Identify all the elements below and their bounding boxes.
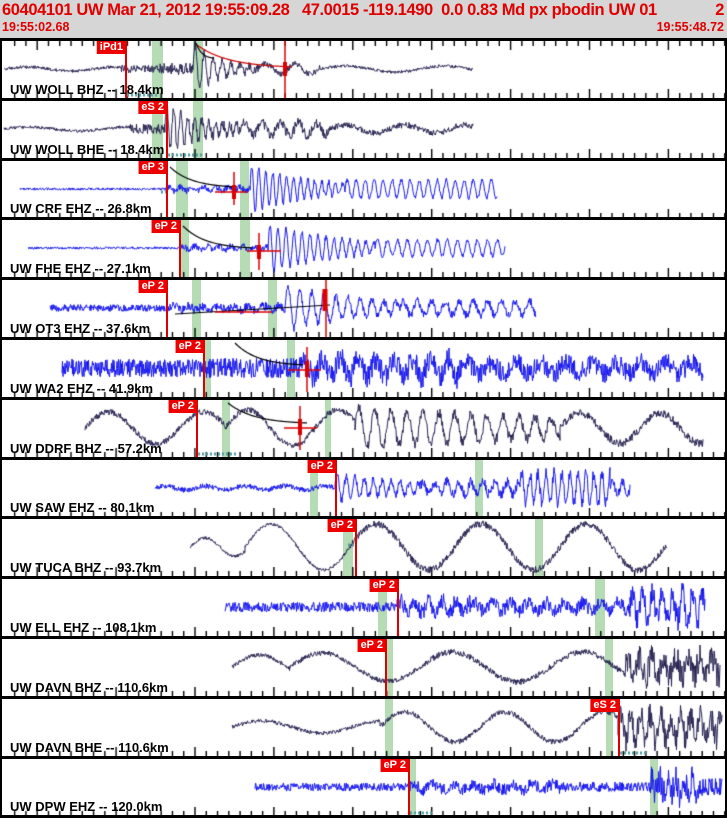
trace-panel-woll-bhe[interactable]: eS 2 UW WOLL BHE -- 18.4km xyxy=(2,97,725,158)
trace-panel-crf-ehz[interactable]: eP 3 UW CRF EHZ -- 26.8km xyxy=(2,157,725,218)
pick-flag[interactable]: eP 2 xyxy=(380,758,409,772)
pick-line[interactable] xyxy=(166,160,168,218)
event-summary-row: 60404101 UW Mar 21, 2012 19:55:09.28 47.… xyxy=(0,0,727,20)
pick-label: eP 2 xyxy=(178,339,201,352)
waveform-canvas[interactable] xyxy=(2,579,725,636)
trace-label: UW FHE EHZ -- 27.1km xyxy=(10,261,151,277)
trace-panel-fhe-ehz[interactable]: eP 2 UW FHE EHZ -- 27.1km xyxy=(2,217,725,278)
pick-label: eP 2 xyxy=(330,519,353,532)
trace-panel-davn-bhz[interactable]: eP 2 UW DAVN BHZ -- 110.6km xyxy=(2,635,725,696)
pick-flag[interactable]: eS 2 xyxy=(138,100,167,114)
window-end-time: 19:55:48.72 xyxy=(656,20,724,34)
trace-label: UW DAVN BHE -- 110.6km xyxy=(10,739,169,755)
pick-line[interactable] xyxy=(203,339,205,397)
header-bar: 60404101 UW Mar 21, 2012 19:55:09.28 47.… xyxy=(0,0,727,38)
pick-label: eP 2 xyxy=(372,579,395,592)
pick-line[interactable] xyxy=(355,519,357,577)
pick-line[interactable] xyxy=(125,41,127,98)
pick-flag[interactable]: eS 2 xyxy=(590,698,619,712)
pick-label: eS 2 xyxy=(593,698,616,711)
pick-line[interactable] xyxy=(618,698,620,756)
waveform-canvas[interactable] xyxy=(2,399,725,457)
pick-flag[interactable]: eP 2 xyxy=(175,339,204,353)
trace-label: UW TUCA BHZ -- 93.7km xyxy=(10,560,162,576)
waveform-canvas[interactable] xyxy=(2,758,725,816)
trace-label: UW WA2 EHZ -- 41.9km xyxy=(10,380,154,396)
pick-flag[interactable]: eP 2 xyxy=(357,638,386,652)
pick-label: eP 2 xyxy=(310,459,333,472)
pick-label: eP 3 xyxy=(141,160,164,173)
pick-flag[interactable]: eP 3 xyxy=(138,160,167,174)
event-summary: 60404101 UW Mar 21, 2012 19:55:09.28 47.… xyxy=(2,1,657,19)
pick-label: eP 2 xyxy=(383,758,406,771)
pick-line[interactable] xyxy=(166,280,168,337)
pick-flag[interactable]: eP 2 xyxy=(138,280,167,294)
trace-label: UW OT3 EHZ -- 37.6km xyxy=(10,320,151,336)
pick-line[interactable] xyxy=(179,220,181,278)
trace-panel-saw-ehz[interactable]: eP 2 UW SAW EHZ -- 80.1km xyxy=(2,456,725,517)
pick-flag[interactable]: iPd1 xyxy=(96,41,126,54)
waveform-canvas[interactable] xyxy=(2,220,725,278)
pick-line[interactable] xyxy=(335,459,337,517)
pick-flag[interactable]: eP 2 xyxy=(369,579,398,593)
trace-label: UW WOLL BHE -- 18.4km xyxy=(10,141,165,157)
trace-label: UW WOLL BHZ -- 18.4km xyxy=(10,81,164,97)
waveform-canvas[interactable] xyxy=(2,339,725,397)
pick-label: eP 2 xyxy=(171,399,194,412)
trace-label: UW SAW EHZ -- 80.1km xyxy=(10,500,155,516)
waveform-canvas[interactable] xyxy=(2,160,725,218)
pick-line[interactable] xyxy=(408,758,410,816)
pick-line[interactable] xyxy=(196,399,198,457)
trace-panel-ot3-ehz[interactable]: eP 2 UW OT3 EHZ -- 37.6km xyxy=(2,277,725,337)
trace-panels: iPd1 UW WOLL BHZ -- 18.4km eS 2 UW WOLL … xyxy=(0,38,727,818)
trace-panel-dpw-ehz[interactable]: eP 2 UW DPW EHZ -- 120.0km xyxy=(2,755,725,816)
pick-label: iPd1 xyxy=(99,41,123,53)
pick-flag[interactable]: eP 2 xyxy=(327,519,356,533)
trace-label: UW DDRF BHZ -- 57.2km xyxy=(10,440,162,456)
pick-label: eP 2 xyxy=(154,220,177,233)
trace-label: UW DPW EHZ -- 120.0km xyxy=(10,799,163,815)
event-summary-extra: 2 xyxy=(715,1,724,19)
pick-label: eP 2 xyxy=(141,280,164,293)
trace-panel-woll-bhz[interactable]: iPd1 UW WOLL BHZ -- 18.4km xyxy=(2,38,725,98)
trace-panel-tuca-bhz[interactable]: eP 2 UW TUCA BHZ -- 93.7km xyxy=(2,516,725,577)
pick-line[interactable] xyxy=(385,638,387,696)
trace-panel-wa2-ehz[interactable]: eP 2 UW WA2 EHZ -- 41.9km xyxy=(2,336,725,397)
pick-label: eS 2 xyxy=(141,100,164,113)
window-start-time: 19:55:02.68 xyxy=(2,20,70,34)
trace-panel-davn-bhe[interactable]: eS 2 UW DAVN BHE -- 110.6km xyxy=(2,695,725,756)
pick-flag[interactable]: eP 2 xyxy=(168,399,197,413)
pick-flag[interactable]: eP 2 xyxy=(151,220,180,234)
waveform-canvas[interactable] xyxy=(2,100,725,158)
waveform-canvas[interactable] xyxy=(2,459,725,517)
waveform-canvas[interactable] xyxy=(2,519,725,577)
pick-line[interactable] xyxy=(397,579,399,636)
time-window-row: 19:55:02.68 19:55:48.72 xyxy=(0,20,727,34)
trace-panel-ell-ehz[interactable]: eP 2 UW ELL EHZ -- 108.1km xyxy=(2,576,725,636)
pick-flag[interactable]: eP 2 xyxy=(307,459,336,473)
trace-panel-ddrf-bhz[interactable]: eP 2 UW DDRF BHZ -- 57.2km xyxy=(2,396,725,457)
pick-line[interactable] xyxy=(166,100,168,158)
trace-label: UW DAVN BHZ -- 110.6km xyxy=(10,679,168,695)
trace-label: UW CRF EHZ -- 26.8km xyxy=(10,201,152,217)
waveform-canvas[interactable] xyxy=(2,280,725,337)
trace-label: UW ELL EHZ -- 108.1km xyxy=(10,619,157,635)
pick-label: eP 2 xyxy=(360,638,383,651)
